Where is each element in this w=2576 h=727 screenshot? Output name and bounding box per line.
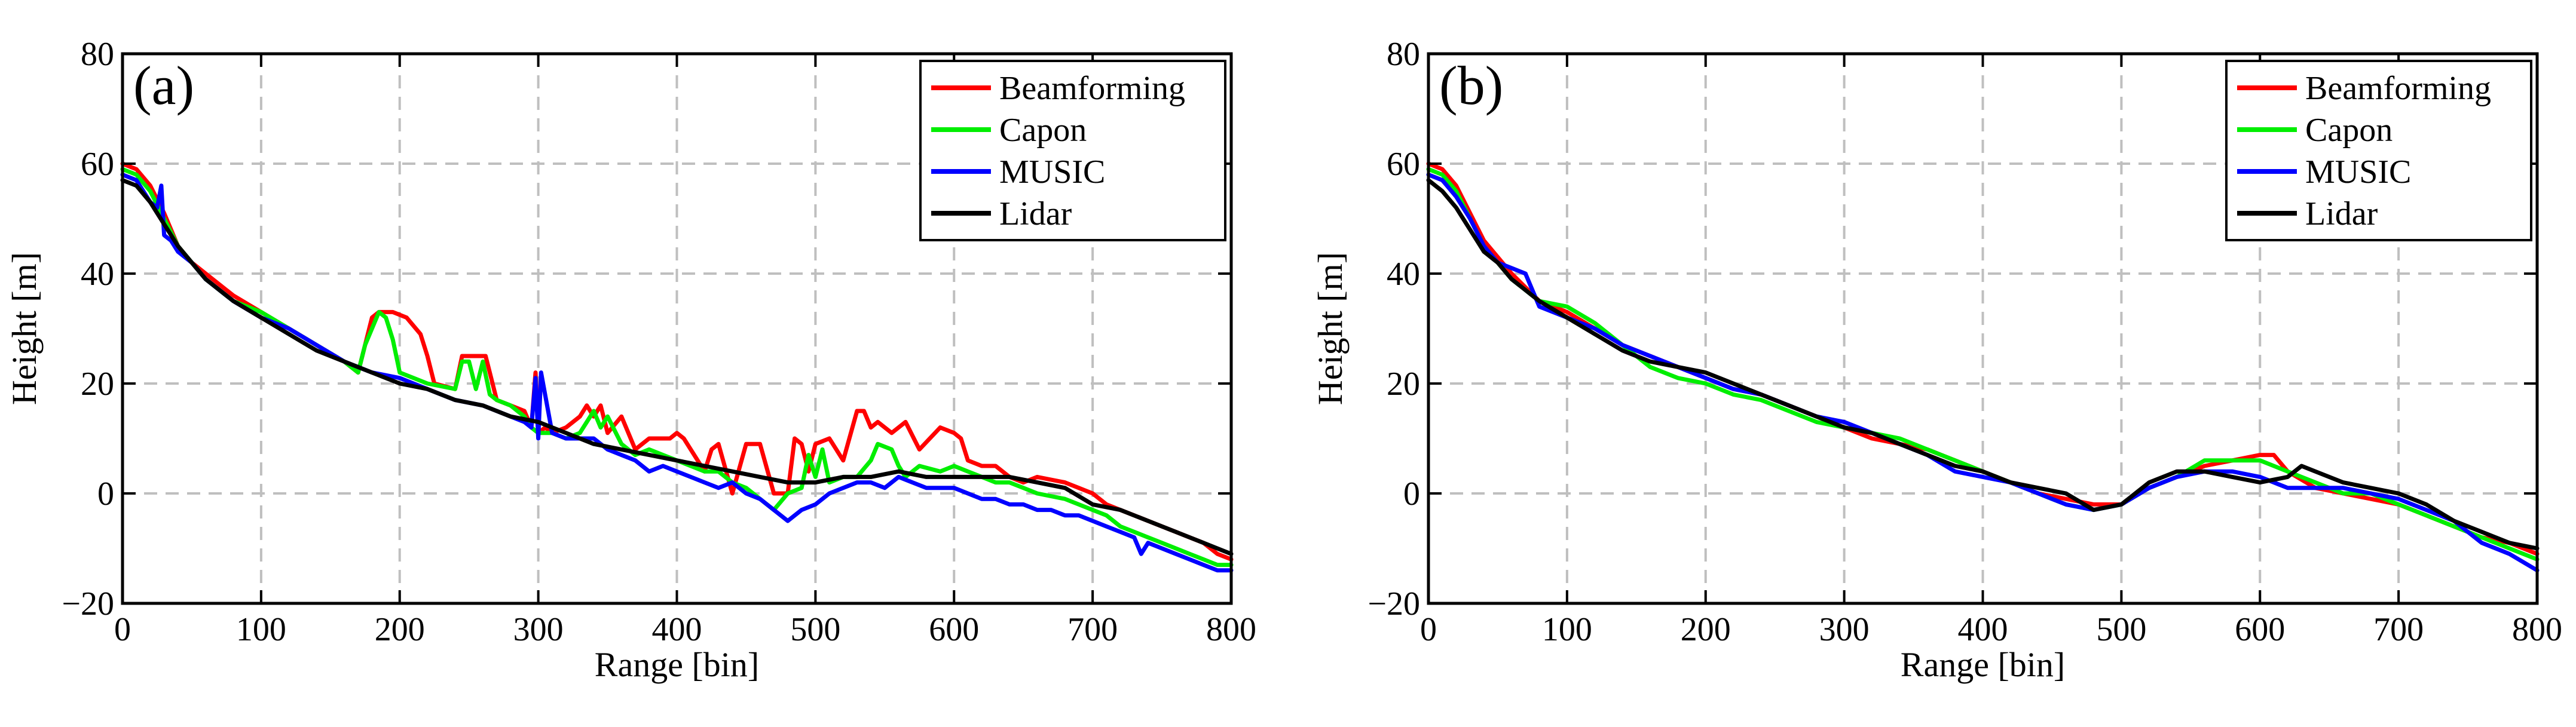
x-tick-label: 500 — [2096, 611, 2146, 648]
y-tick-label: 80 — [81, 36, 114, 73]
y-tick-label: 0 — [1403, 476, 1420, 513]
x-tick-label: 200 — [1681, 611, 1731, 648]
x-tick-label: 600 — [2235, 611, 2285, 648]
y-tick-label: 60 — [81, 146, 114, 183]
x-tick-label: 300 — [1819, 611, 1870, 648]
y-tick-label: 20 — [1387, 366, 1420, 403]
y-tick-label: 20 — [81, 366, 114, 403]
x-tick-label: 200 — [375, 611, 425, 648]
x-axis-label-b: Range [bin] — [1901, 645, 2065, 684]
legend-label-capon: Capon — [999, 112, 1087, 149]
x-tick-label: 100 — [236, 611, 286, 648]
legend-a: Beamforming Capon MUSIC Lidar — [919, 60, 1226, 241]
x-axis-label-a: Range [bin] — [595, 645, 759, 684]
legend-label-lidar: Lidar — [2305, 195, 2378, 232]
x-tick-label: 0 — [114, 611, 131, 648]
plot-frame-b — [1427, 52, 2539, 605]
x-tick-label: 100 — [1542, 611, 1592, 648]
legend-label-lidar: Lidar — [999, 195, 1072, 232]
series-line-music — [120, 172, 1234, 573]
x-tick-label: 800 — [1206, 611, 1256, 648]
x-tick-label: 700 — [1067, 611, 1118, 648]
panel-label-a: (a) — [133, 55, 194, 116]
legend-box — [2225, 60, 2532, 241]
series-a — [120, 161, 1234, 573]
series-line-lidar — [120, 178, 1234, 556]
legend-label-beamforming: Beamforming — [2305, 70, 2491, 107]
x-tick-label: 400 — [1958, 611, 2008, 648]
series-line-lidar — [1426, 178, 2540, 551]
panel-label-b: (b) — [1439, 55, 1503, 116]
legend-label-capon: Capon — [2305, 112, 2393, 149]
series-b — [1426, 161, 2540, 573]
x-tick-label: 400 — [652, 611, 702, 648]
y-axis-label-b: Height [m] — [1311, 252, 1350, 405]
y-tick-label: −20 — [1367, 585, 1420, 622]
x-tick-label: 600 — [929, 611, 979, 648]
legend-label-music: MUSIC — [2305, 154, 2411, 191]
x-tick-label: 300 — [513, 611, 564, 648]
x-tick-label: 800 — [2512, 611, 2562, 648]
y-axis-label-a: Height [m] — [5, 252, 44, 405]
y-tick-label: 60 — [1387, 146, 1420, 183]
legend-b: Beamforming Capon MUSIC Lidar — [2225, 60, 2532, 241]
y-tick-label: 40 — [81, 256, 114, 293]
plot-frame-a — [121, 52, 1233, 605]
x-tick-label: 0 — [1420, 611, 1437, 648]
legend-box — [919, 60, 1226, 241]
x-tick-label: 700 — [2373, 611, 2424, 648]
legend-label-beamforming: Beamforming — [999, 70, 1185, 107]
y-tick-label: 80 — [1387, 36, 1420, 73]
y-tick-label: −20 — [62, 585, 114, 622]
x-tick-label: 500 — [790, 611, 840, 648]
legend-label-music: MUSIC — [999, 154, 1105, 191]
y-tick-label: 0 — [97, 476, 114, 513]
y-tick-label: 40 — [1387, 256, 1420, 293]
